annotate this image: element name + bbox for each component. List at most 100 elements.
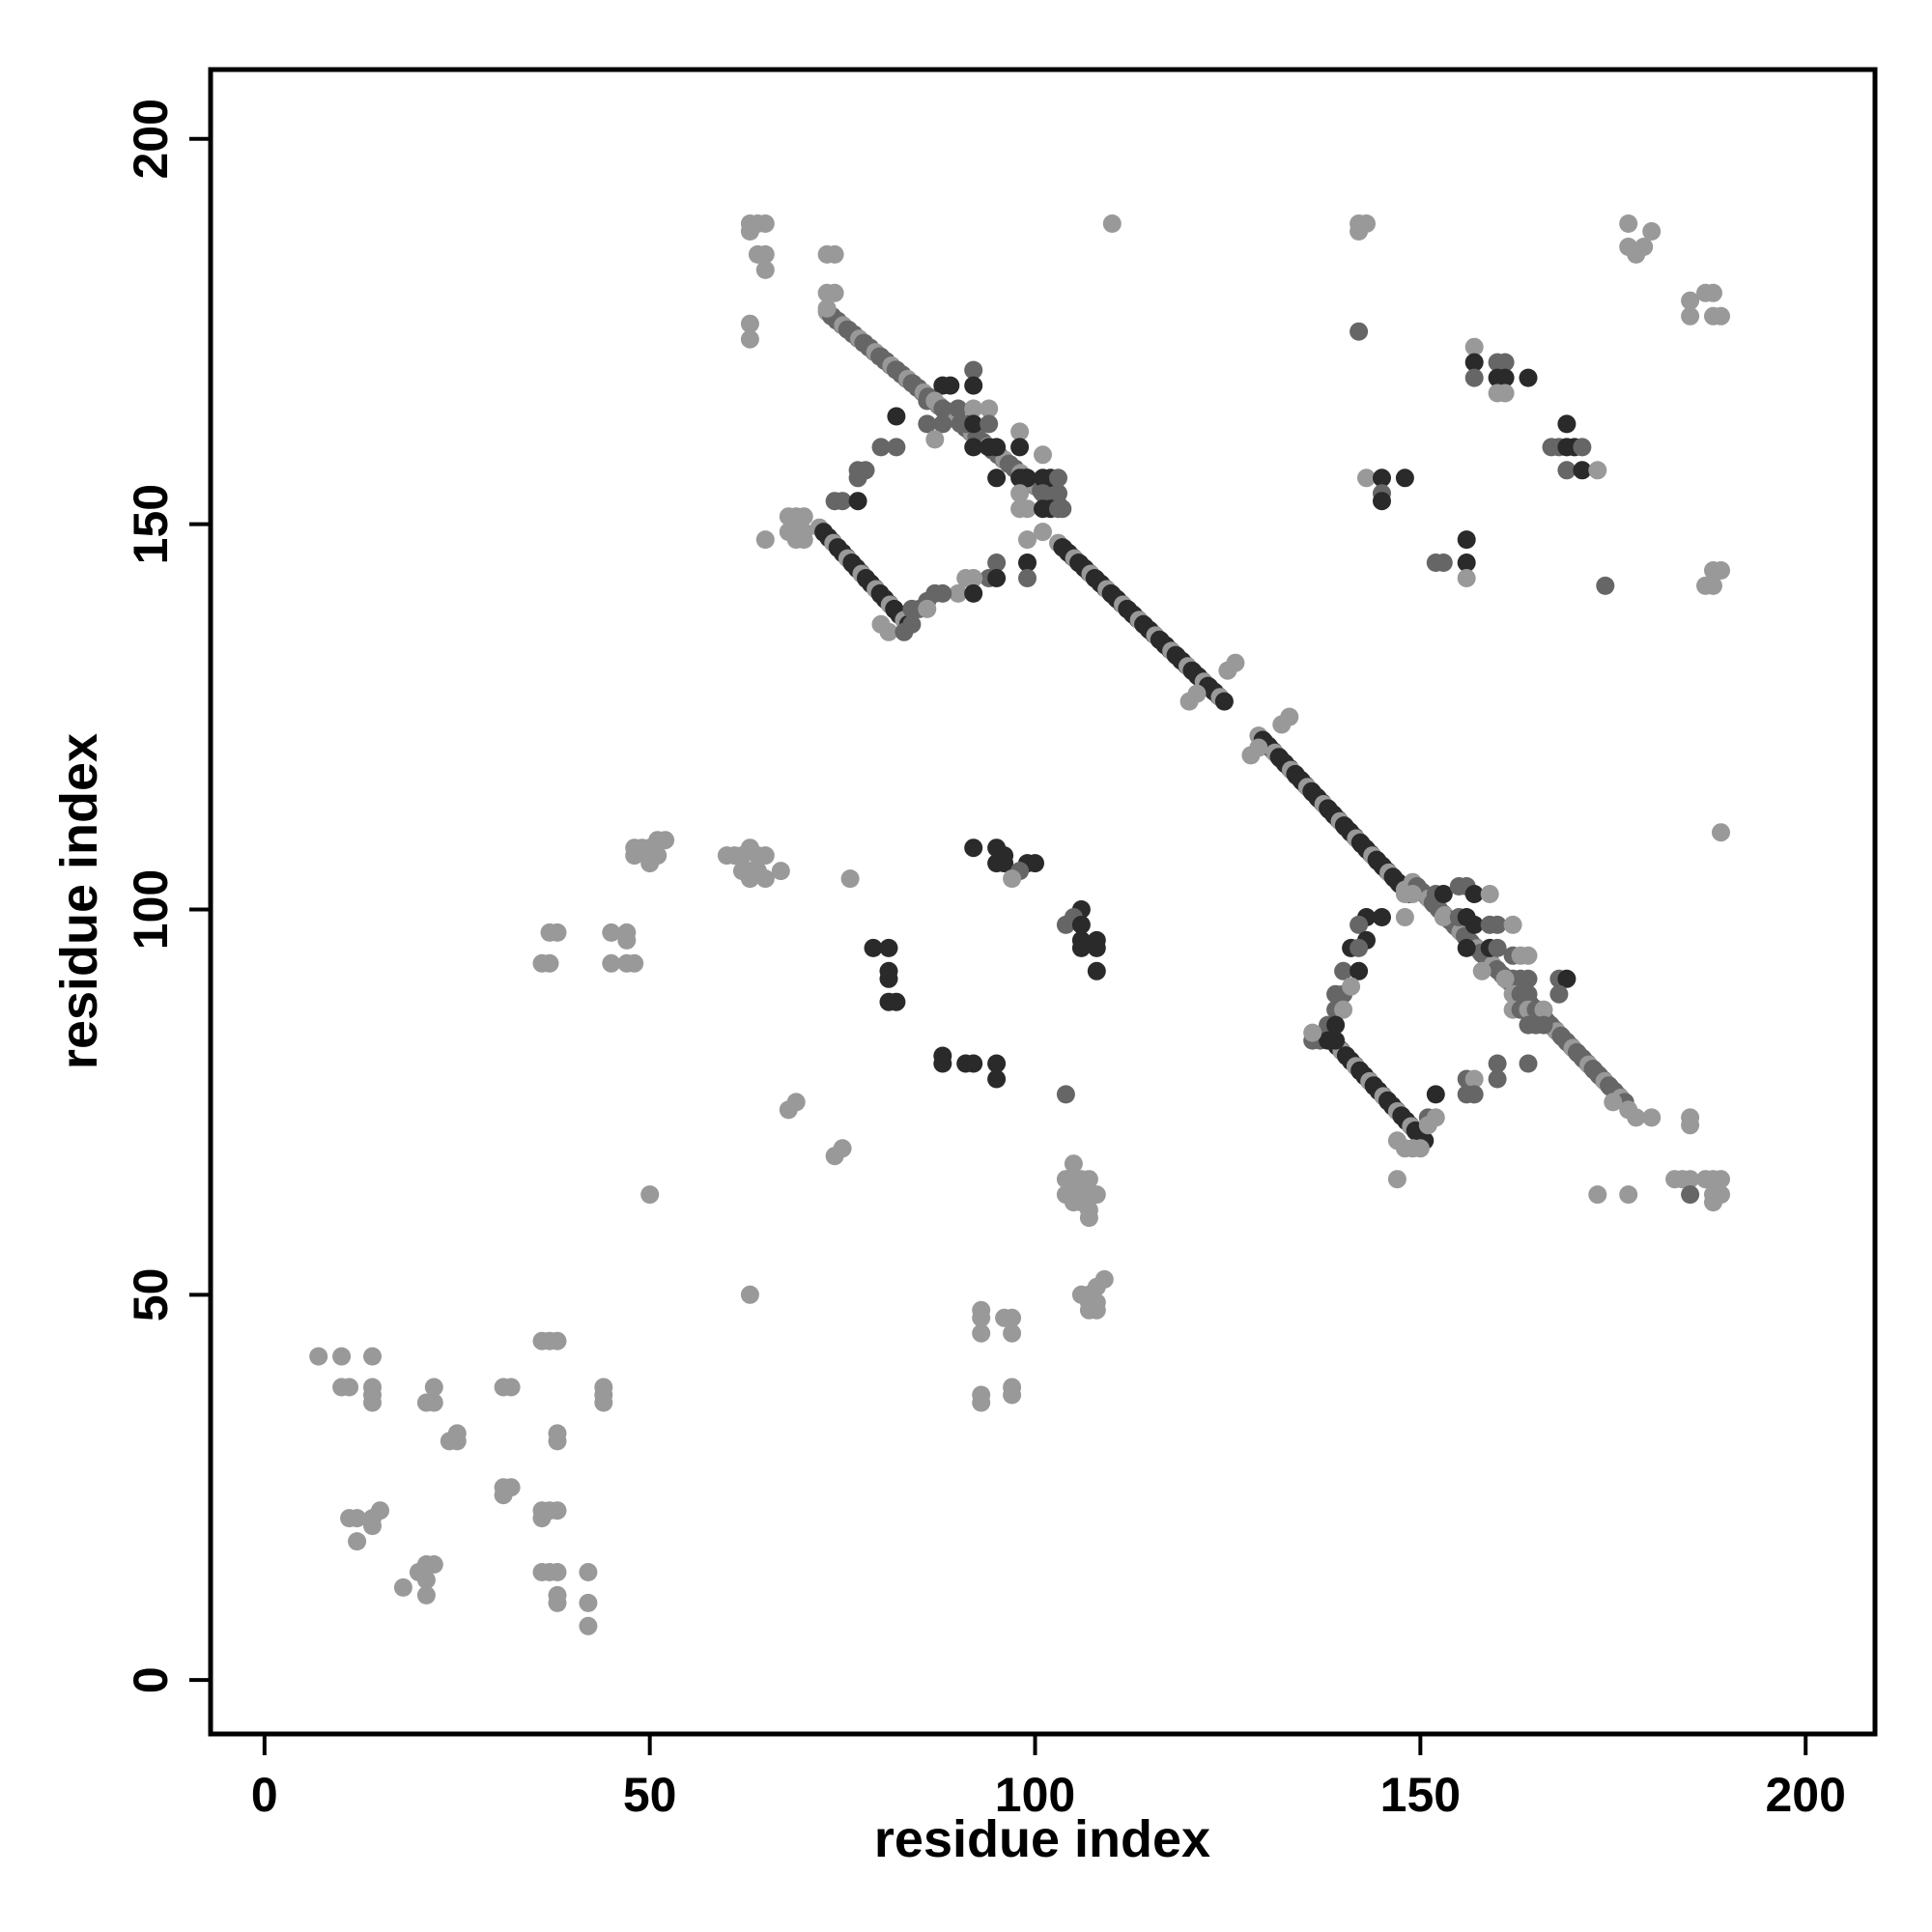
contact-point (548, 923, 567, 942)
contact-point (755, 846, 775, 866)
contact-point (918, 414, 937, 434)
contact-point (1588, 1185, 1607, 1205)
contact-point (532, 1509, 552, 1528)
contact-point (740, 222, 759, 241)
contact-point (1503, 915, 1522, 934)
contact-point (617, 930, 637, 950)
contact-point (416, 1571, 436, 1589)
contact-point (995, 854, 1014, 873)
contact-point (579, 1616, 598, 1635)
contact-point (1373, 908, 1391, 926)
contact-point (1003, 1323, 1022, 1343)
contact-point (1094, 1269, 1114, 1289)
contact-point (494, 1486, 513, 1505)
contact-point (964, 1054, 983, 1073)
x-axis: 0 50 100 150 200 (251, 1736, 1846, 1822)
contact-point (755, 244, 775, 264)
contact-point (879, 622, 898, 641)
contact-point (771, 862, 790, 881)
contact-point (1034, 523, 1052, 542)
contact-point (1596, 576, 1615, 595)
contact-point (1712, 823, 1730, 842)
contact-point (987, 1054, 1007, 1073)
contact-point (548, 1501, 567, 1520)
contact-point (1350, 222, 1369, 241)
contact-point (393, 1577, 412, 1597)
contact-point (1488, 1054, 1507, 1073)
contact-point (987, 554, 1007, 572)
contact-point (972, 1323, 991, 1343)
contact-point (833, 492, 852, 511)
contact-point (887, 407, 906, 426)
contact-point (1350, 915, 1369, 934)
contact-point (1049, 484, 1067, 503)
contact-point (363, 1347, 382, 1366)
contact-point (1534, 1000, 1553, 1019)
contact-point (825, 283, 844, 302)
contact-point (1519, 984, 1538, 1004)
x-tick-label: 200 (1765, 1768, 1845, 1822)
y-tick-label: 0 (124, 1666, 178, 1693)
contact-point (1387, 1170, 1406, 1189)
contact-point (1464, 368, 1484, 387)
contact-point (579, 1563, 598, 1581)
contact-point (648, 846, 668, 866)
contact-point (864, 938, 883, 957)
contact-point (1010, 422, 1030, 441)
contact-point (1604, 1093, 1623, 1112)
contact-point (755, 530, 775, 550)
contact-point (1704, 1193, 1722, 1212)
y-axis: 0 50 100 150 200 (124, 99, 209, 1693)
contact-point (1373, 492, 1391, 511)
contact-point (871, 438, 891, 457)
contact-point (363, 1393, 382, 1412)
contact-point (1056, 1085, 1075, 1104)
contact-point (1488, 915, 1507, 934)
contact-point (1018, 530, 1037, 550)
contact-point (1464, 1085, 1484, 1104)
contact-point (1003, 1385, 1022, 1405)
contact-point (1457, 569, 1476, 587)
contact-point (1373, 469, 1391, 488)
y-tick-label: 150 (124, 484, 178, 564)
contact-point (1079, 1170, 1098, 1189)
contact-point (1464, 885, 1484, 903)
contact-point (1681, 1170, 1700, 1189)
contact-point (1472, 961, 1492, 980)
contact-point (548, 1331, 567, 1350)
contact-point (740, 329, 759, 349)
x-tick-label: 50 (623, 1768, 677, 1822)
x-axis-title: residue index (874, 1810, 1210, 1868)
contact-point (1049, 469, 1067, 488)
contact-point (1681, 1185, 1700, 1205)
contact-point (964, 569, 983, 587)
contact-point (1464, 353, 1484, 372)
contact-point (1350, 322, 1369, 341)
contact-point (949, 399, 968, 418)
contact-point (371, 1501, 389, 1520)
contact-point (1342, 977, 1361, 996)
contact-point (964, 376, 983, 395)
contact-point (1010, 484, 1030, 503)
contact-point (887, 992, 906, 1011)
contact-point (1087, 961, 1106, 980)
contact-point (1018, 499, 1037, 519)
contact-point (825, 244, 844, 264)
contact-point (1642, 1108, 1662, 1127)
contact-point (1627, 1108, 1646, 1127)
x-tick-label: 150 (1380, 1768, 1461, 1822)
contact-point (1457, 530, 1476, 550)
y-tick-label: 200 (124, 99, 178, 179)
contact-point (1010, 438, 1030, 457)
contact-point (1102, 214, 1122, 233)
contact-point (1087, 938, 1106, 957)
contact-point (1034, 445, 1052, 465)
contact-point (941, 376, 960, 395)
contact-point (1464, 1069, 1484, 1089)
contact-point (933, 399, 952, 418)
contact-point (1003, 1308, 1022, 1327)
contact-point (879, 938, 898, 957)
contact-point (1350, 938, 1369, 957)
contact-point (933, 1054, 952, 1073)
